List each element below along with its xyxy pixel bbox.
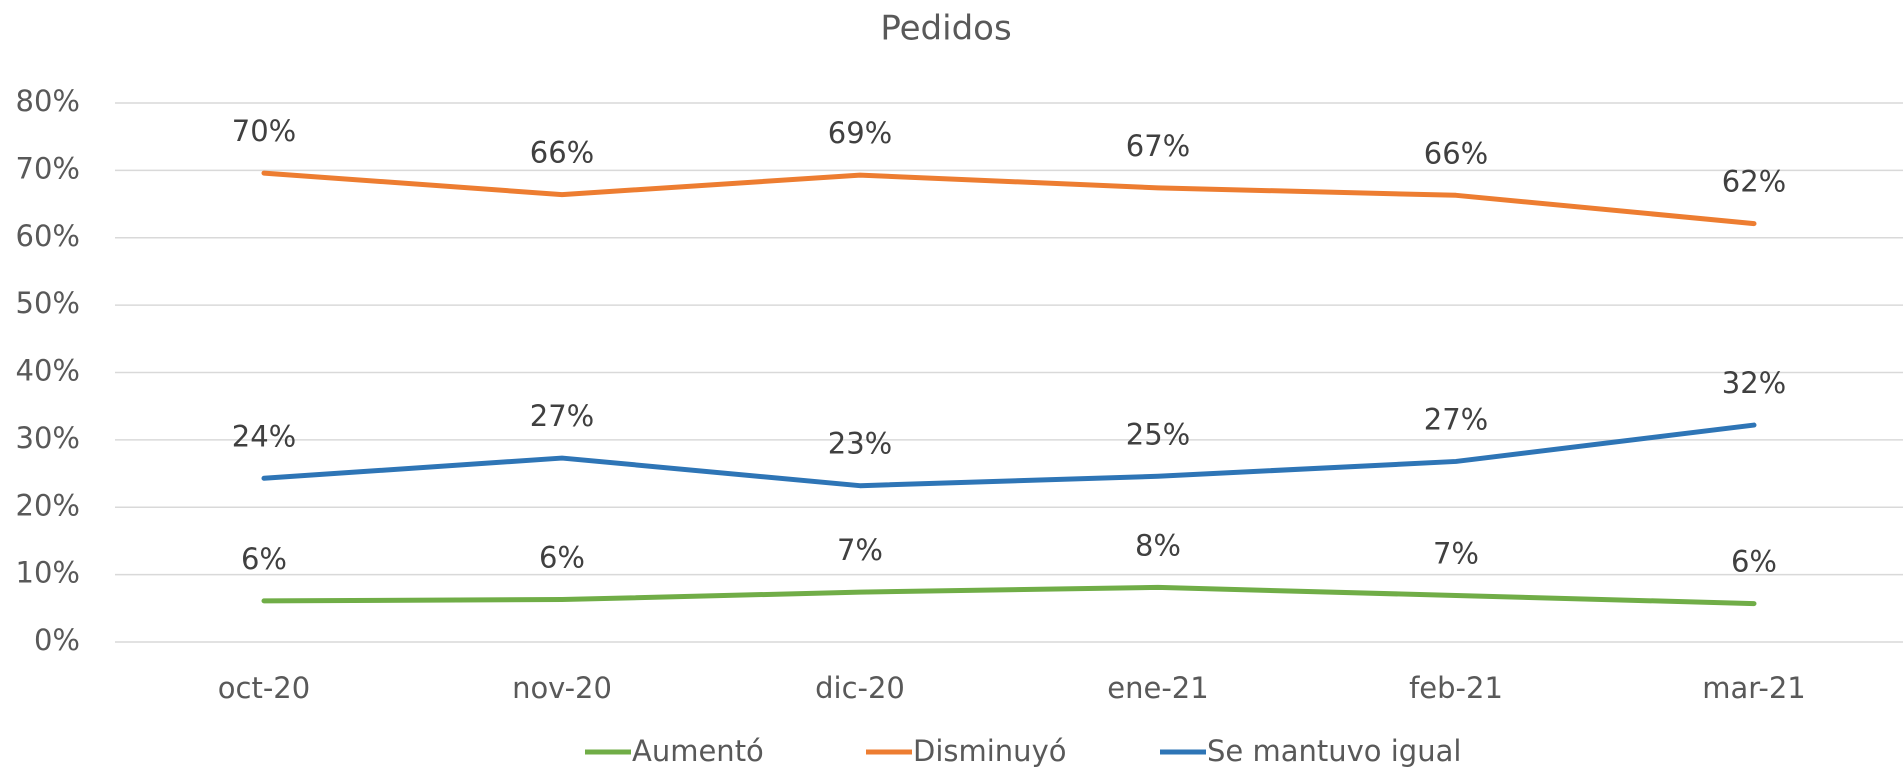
chart-title: Pedidos <box>880 9 1011 49</box>
legend-label: Disminuyó <box>913 734 1066 768</box>
data-label: 62% <box>1722 165 1786 199</box>
data-label: 24% <box>232 419 296 453</box>
data-label: 69% <box>828 116 892 150</box>
data-label: 6% <box>241 542 287 576</box>
data-label: 6% <box>1731 545 1777 579</box>
data-label: 27% <box>1424 402 1488 436</box>
series-line <box>261 170 1757 227</box>
data-label: 7% <box>1433 537 1479 571</box>
x-tick-label: ene-21 <box>1107 671 1208 705</box>
y-tick-label: 10% <box>16 556 80 590</box>
x-tick-label: feb-21 <box>1409 671 1503 705</box>
y-tick-label: 30% <box>16 421 80 455</box>
data-label: 67% <box>1126 129 1190 163</box>
y-tick-label: 20% <box>16 488 80 522</box>
x-tick-label: nov-20 <box>512 671 612 705</box>
y-tick-label: 70% <box>16 151 80 185</box>
data-label: 8% <box>1135 528 1181 562</box>
data-label: 66% <box>530 136 594 170</box>
data-label: 6% <box>539 541 585 575</box>
series-line <box>261 422 1757 489</box>
data-label: 7% <box>837 533 883 567</box>
legend-label: Aumentó <box>632 734 764 768</box>
y-tick-label: 60% <box>16 219 80 253</box>
y-tick-label: 40% <box>16 354 80 388</box>
data-label: 66% <box>1424 136 1488 170</box>
data-label: 70% <box>232 114 296 148</box>
data-label: 32% <box>1722 366 1786 400</box>
data-label: 25% <box>1126 417 1190 451</box>
x-tick-label: mar-21 <box>1702 671 1805 705</box>
y-tick-label: 80% <box>16 84 80 118</box>
legend-label: Se mantuvo igual <box>1207 734 1461 768</box>
x-tick-label: dic-20 <box>815 671 905 705</box>
y-tick-label: 0% <box>34 623 80 657</box>
data-label: 27% <box>530 399 594 433</box>
y-tick-label: 50% <box>16 286 80 320</box>
series-line <box>261 584 1757 607</box>
x-tick-label: oct-20 <box>218 671 310 705</box>
data-label: 23% <box>828 427 892 461</box>
